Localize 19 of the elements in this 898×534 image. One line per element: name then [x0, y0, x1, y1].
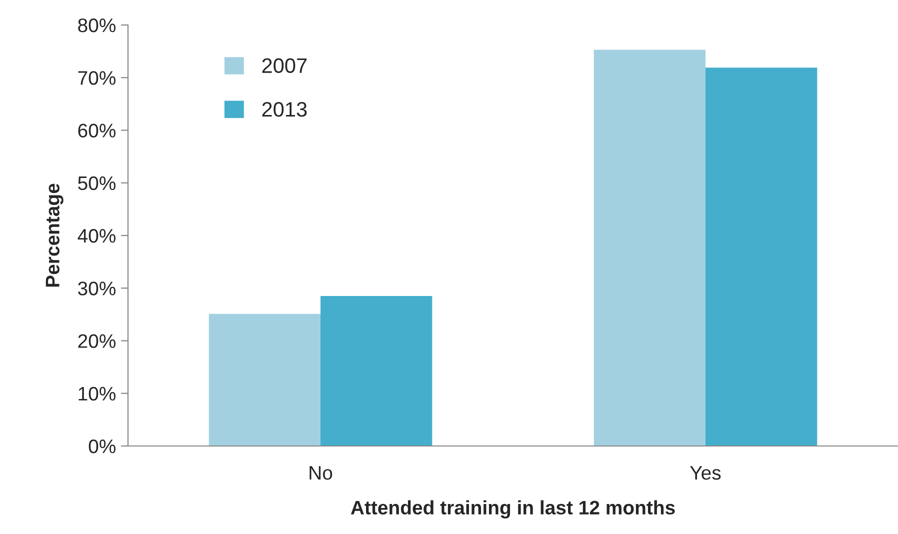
legend-label: 2007 [262, 58, 307, 74]
y-tick-label: 10% [78, 386, 116, 401]
bar [208, 314, 320, 446]
y-tick-label: 60% [78, 124, 116, 138]
bar [706, 68, 818, 446]
legend-label: 2013 [262, 102, 307, 117]
y-tick-label: 40% [78, 228, 116, 243]
x-axis-title: Attended training in last 12 months [350, 500, 675, 518]
y-axis-title: Percentage [46, 184, 64, 287]
x-tick-label: No [310, 466, 332, 480]
y-tick-label: 70% [78, 71, 116, 85]
x-tick-label: Yes [690, 466, 721, 480]
y-tick-label: 80% [78, 18, 116, 32]
bar [320, 296, 432, 446]
y-tick-label: 20% [78, 334, 116, 348]
bar [594, 50, 706, 446]
y-tick-label: 0% [88, 439, 116, 454]
y-tick-label: 50% [78, 176, 116, 190]
y-tick-label: 30% [78, 282, 116, 296]
